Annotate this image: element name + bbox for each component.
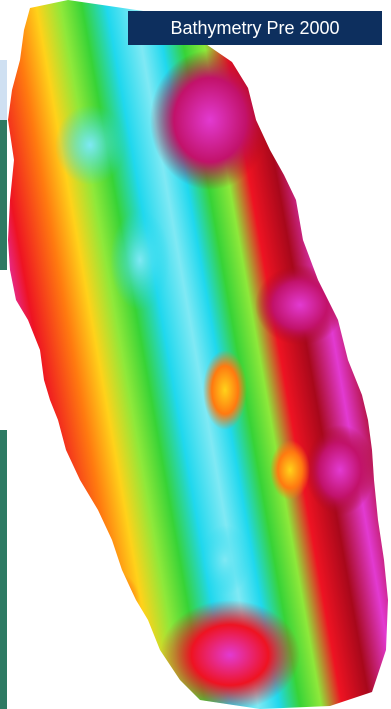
map-title: Bathymetry Pre 2000 — [128, 11, 382, 45]
window-edge-strip — [0, 0, 7, 709]
